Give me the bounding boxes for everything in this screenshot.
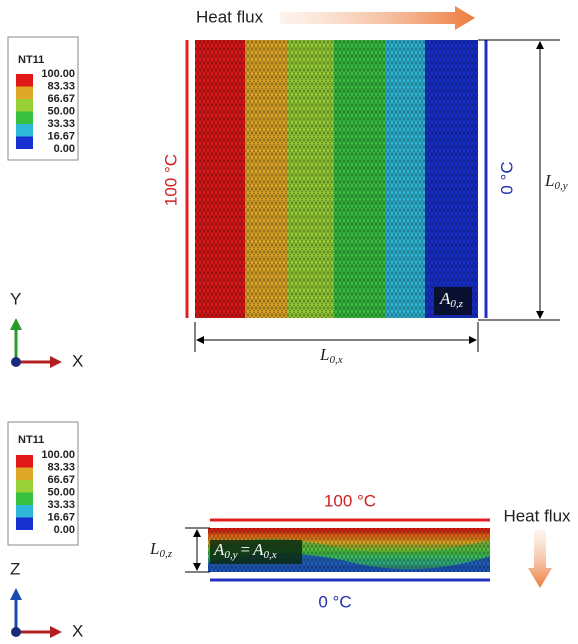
legend-title: NT11 [18,434,44,446]
legend-value: 0.00 [54,143,75,155]
legend-value: 66.67 [47,474,75,486]
heat-flux-label: Heat flux [503,506,571,525]
legend-swatch [16,99,33,112]
figure: NT11 100.0083.3366.6750.0033.3316.670.00… [0,0,578,644]
length-z: L0,z [149,539,173,560]
legend-swatch [16,74,33,87]
heat-flux-arrow [280,6,475,30]
legend-title: NT11 [18,54,44,66]
legend-swatch [16,480,33,493]
length-y: L0,y [544,171,568,192]
legend-swatch [16,505,33,518]
legend-value: 16.67 [47,511,75,523]
legend-value: 16.67 [47,130,75,142]
legend-swatch [16,137,33,150]
legend-value: 33.33 [47,499,75,511]
axis-right-label: X [72,351,83,370]
legend-value: 83.33 [47,461,75,473]
legend-value: 50.00 [47,105,75,117]
axis-up-label: Z [10,559,20,578]
legend-value: 83.33 [47,80,75,92]
legend-swatch [16,112,33,125]
axis-triad [10,318,62,368]
legend-swatch [16,493,33,506]
legend-value: 50.00 [47,486,75,498]
cold-label: 0 °C [497,161,516,194]
legend-swatch [16,87,33,100]
length-x: L0,x [319,345,343,366]
legend-value: 100.00 [41,68,75,80]
hot-label: 100 °C [161,154,180,206]
axis-up-label: Y [10,289,21,308]
axis-right-label: X [72,621,83,640]
cold-label: 0 °C [318,592,351,611]
legend-value: 100.00 [41,449,75,461]
legend-swatch [16,468,33,481]
dimension-lines [185,528,210,572]
legend-value: 33.33 [47,118,75,130]
temperature-field [195,40,478,318]
legend-swatch [16,518,33,531]
hot-label: 100 °C [324,491,376,510]
heat-flux-label: Heat flux [196,7,264,26]
legend-swatch [16,124,33,137]
legend-value: 66.67 [47,93,75,105]
heat-flux-arrow [528,530,552,588]
legend-swatch [16,455,33,468]
axis-triad [10,588,62,638]
legend-value: 0.00 [54,524,75,536]
